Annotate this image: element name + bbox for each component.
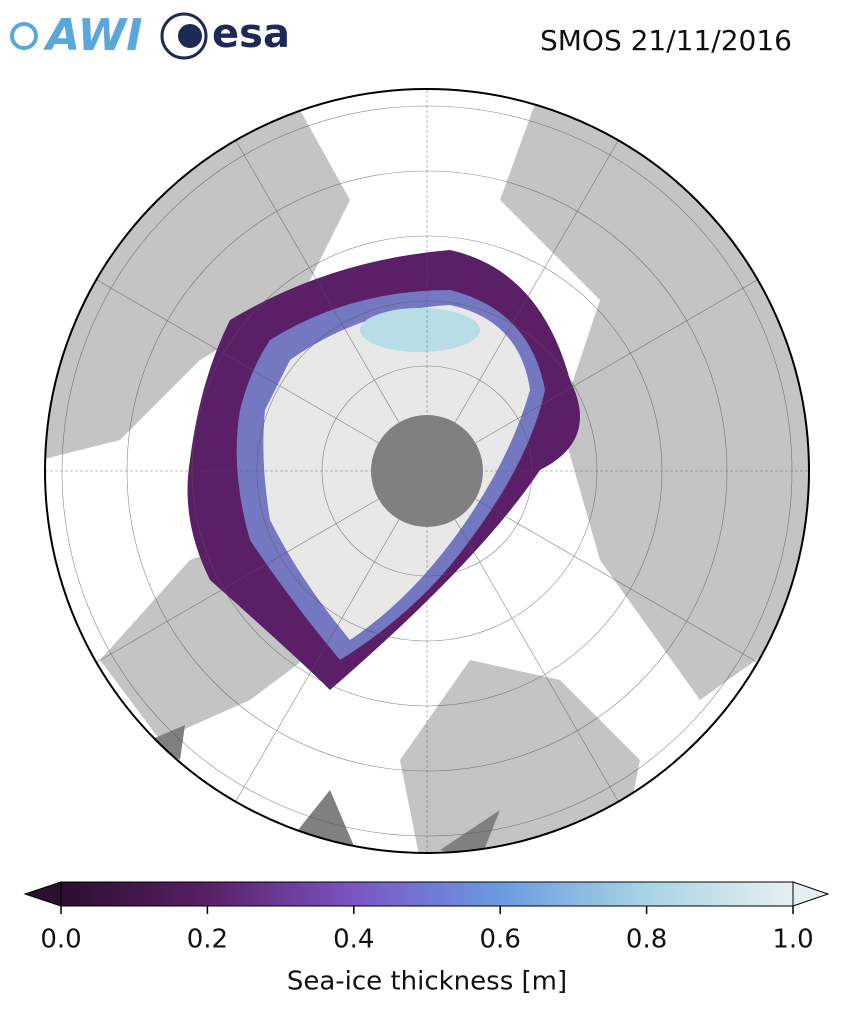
tick-label: 0.2	[187, 925, 228, 955]
tick-label: 0.6	[480, 925, 521, 955]
colorbar: 0.0 0.2 0.4 0.6 0.8 1.0	[23, 881, 830, 955]
tick-label: 0.8	[626, 925, 667, 955]
land	[150, 725, 500, 853]
title: SMOS 21/11/2016	[540, 24, 792, 57]
tick-label: 0.4	[333, 925, 374, 955]
logo-text: AWI	[43, 10, 143, 61]
colorbar-extend	[23, 881, 62, 907]
land	[400, 660, 640, 853]
colorbar-bar	[60, 881, 794, 907]
pole-hole	[371, 415, 483, 527]
tick-label: 1.0	[772, 925, 813, 955]
tick-label: 0.0	[40, 925, 81, 955]
esa-logo: esa	[160, 11, 290, 60]
colorbar-extend	[792, 881, 830, 907]
ice-thick	[360, 308, 480, 352]
colorbar-label: Sea-ice thickness [m]	[287, 967, 567, 997]
awi-logo: AWI	[10, 10, 143, 61]
map-border	[44, 88, 810, 854]
logo-text: esa	[212, 11, 290, 57]
